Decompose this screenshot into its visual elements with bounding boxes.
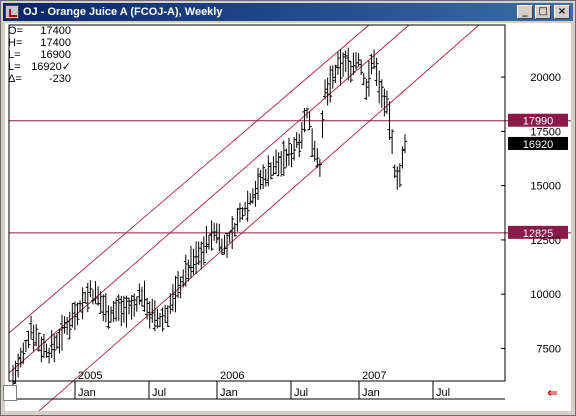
ohlc-value: 16900 [40, 49, 71, 61]
channel-line [38, 24, 480, 412]
year-label: 2006 [220, 370, 244, 382]
year-label: 2007 [362, 370, 386, 382]
level-label: 17990 [523, 116, 554, 128]
price-levels: 17990 12825 [9, 113, 571, 240]
y-tick-label: 7500 [537, 343, 561, 355]
window-title: OJ - Orange Juice A (FCOJ-A), Weekly [23, 6, 223, 18]
ohlc-bars [11, 47, 407, 390]
month-label: Jan [78, 387, 96, 399]
title-bar[interactable]: OJ - Orange Juice A (FCOJ-A), Weekly _ □… [3, 3, 573, 21]
channel-lines [8, 24, 480, 412]
level-tag [508, 225, 568, 239]
ohlc-readout: O= 17400 H= 17400 L= 16900 L= 16920✓ Δ= -230 [8, 25, 71, 85]
level-tag [508, 113, 568, 127]
year-label: 2005 [78, 370, 102, 382]
plot-frame [8, 24, 506, 382]
channel-line [8, 24, 370, 334]
chart-app-icon[interactable] [5, 5, 19, 19]
month-label: Jul [294, 387, 308, 399]
ohlc-value: -230 [49, 73, 71, 85]
y-tick-label: 17500 [530, 126, 561, 138]
y-tick-label: 15000 [530, 181, 561, 193]
ohlc-label: H= [8, 37, 22, 49]
minimize-button[interactable]: _ [517, 5, 533, 19]
scroll-left-box[interactable] [3, 385, 17, 401]
channel-line [8, 24, 410, 374]
chart-panel[interactable]: 17990 12825 7500 10000 12500 15000 17500 20000… [5, 23, 571, 412]
time-axis: Jan Jul Jan Jul Jan Jul 2005 2006 2007 [9, 370, 505, 400]
close-button[interactable]: × [554, 5, 570, 19]
price-chart[interactable]: 17990 12825 7500 10000 12500 15000 17500 20000… [5, 23, 571, 412]
month-label: Jan [362, 387, 380, 399]
month-label: Jan [220, 387, 238, 399]
ohlc-label: Δ= [8, 73, 22, 85]
ohlc-value: 17400 [40, 25, 71, 37]
level-label: 12825 [523, 228, 554, 240]
ohlc-value: 16920✓ [31, 61, 71, 73]
month-label: Jul [436, 387, 450, 399]
ohlc-label: O= [8, 25, 23, 37]
ohlc-label: L= [8, 49, 21, 61]
maximize-button[interactable]: □ [535, 5, 551, 19]
y-tick-label: 12500 [530, 235, 561, 247]
current-price-label: 16920 [523, 139, 554, 151]
red-left-arrow-icon[interactable]: ⇐ [547, 386, 558, 401]
y-tick-label: 10000 [530, 289, 561, 301]
ohlc-value: 17400 [40, 37, 71, 49]
month-label: Jul [152, 387, 166, 399]
y-tick-label: 20000 [530, 72, 561, 84]
current-price-tag [508, 136, 568, 150]
price-axis: 7500 10000 12500 15000 17500 20000 16920 [501, 72, 568, 355]
ohlc-label: L= [8, 61, 21, 73]
